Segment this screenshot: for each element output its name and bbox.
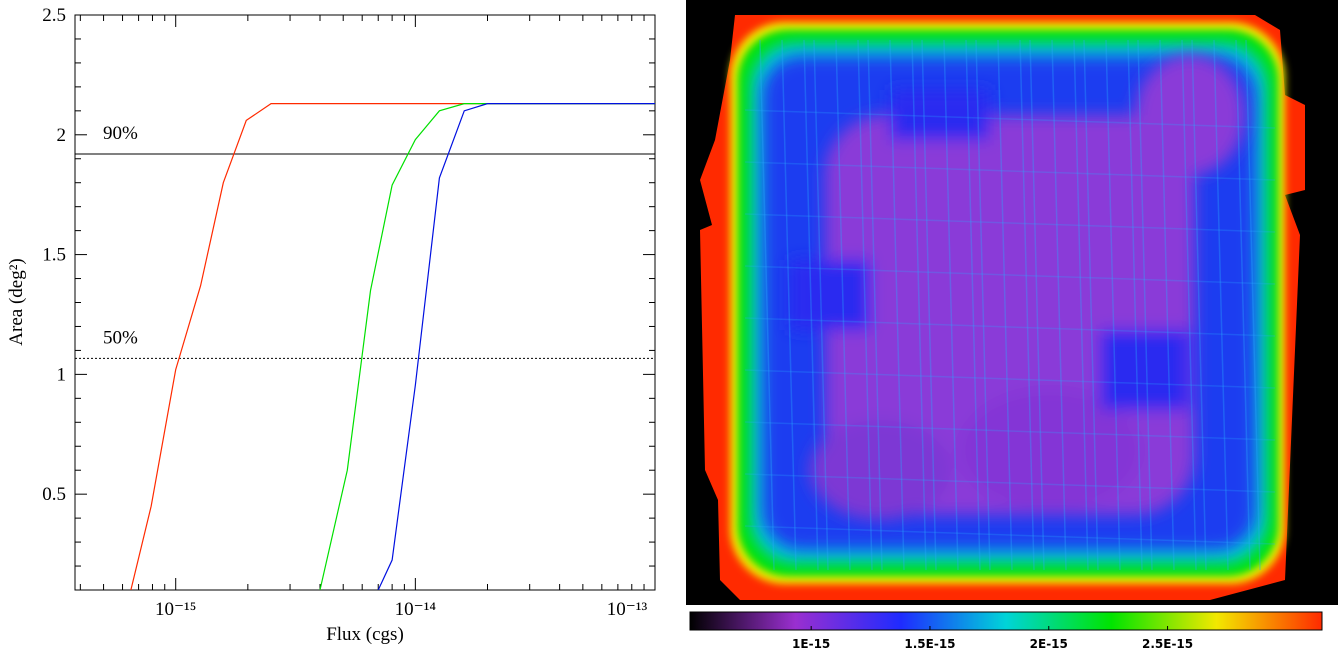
reference-label: 90% <box>103 123 138 144</box>
map-streak <box>867 39 883 571</box>
map-streak <box>835 39 851 571</box>
sensitivity-map <box>686 0 1338 605</box>
map-streak <box>744 421 1276 441</box>
plot: 10⁻¹⁵ 10⁻¹⁴ 10⁻¹³ 0.5 1 1.5 2 2.5 90% 50% <box>42 5 656 620</box>
map-streak <box>889 39 905 571</box>
map-streak <box>921 39 937 571</box>
map-streak <box>803 39 819 571</box>
map-streak <box>1105 39 1121 571</box>
map-streak <box>965 39 981 571</box>
map-streak <box>744 473 1276 493</box>
map-streak <box>1051 39 1067 571</box>
map-deep-zones <box>790 55 1245 520</box>
map-streak <box>943 39 959 571</box>
map-streak <box>911 39 927 571</box>
map-streak <box>1029 39 1045 571</box>
map-streaks <box>744 39 1276 571</box>
map-streak <box>1245 39 1261 571</box>
curve <box>319 103 655 590</box>
curve <box>130 103 655 590</box>
map-streak <box>997 39 1013 571</box>
y-tick-label: 0.5 <box>42 484 66 505</box>
map-streak <box>975 39 991 571</box>
map-streak <box>744 525 1276 545</box>
map-streak <box>744 109 1276 129</box>
map-streak <box>744 213 1276 233</box>
y-axis-label: Area (deg²) <box>6 258 27 345</box>
map-streak <box>1235 39 1251 571</box>
map-streak <box>1019 39 1035 571</box>
map-streak <box>1073 39 1089 571</box>
x-tick-label: 10⁻¹⁵ <box>155 599 196 620</box>
map-streak <box>759 39 775 571</box>
colorbar-tick-label: 2.5E-15 <box>1142 637 1193 651</box>
colorbar-tick-label: 2E-15 <box>1030 637 1068 651</box>
colorbar-tick-label: 1E-15 <box>792 637 830 651</box>
map-streak <box>744 369 1276 389</box>
map-streak <box>1083 39 1099 571</box>
reference-label: 50% <box>103 327 138 348</box>
map-streak <box>781 39 797 571</box>
curves <box>130 103 655 590</box>
map-streak <box>1127 39 1143 571</box>
map-streak <box>1159 39 1175 571</box>
plot-frame <box>74 14 656 591</box>
x-axis-label: Flux (cgs) <box>326 624 404 645</box>
map-streak <box>857 39 873 571</box>
colorbar-tick-label: 1.5E-15 <box>904 637 955 651</box>
colorbar-scale <box>689 611 1323 631</box>
map-streak <box>744 317 1276 337</box>
map-streak <box>813 39 829 571</box>
map-streak <box>744 161 1276 181</box>
x-tick-label: 10⁻¹³ <box>607 599 648 620</box>
y-tick-label: 2.5 <box>42 5 66 26</box>
y-tick-label: 1 <box>57 364 67 385</box>
map-streak <box>1213 39 1229 571</box>
colorbar: 1E-15 1.5E-15 2E-15 2.5E-15 <box>689 611 1323 651</box>
map-streak <box>1137 39 1153 571</box>
curve <box>377 103 655 590</box>
x-tick-label: 10⁻¹⁴ <box>395 599 437 620</box>
map-streak <box>1181 39 1197 571</box>
y-tick-label: 2 <box>57 125 67 146</box>
map-streak <box>744 265 1276 285</box>
map-streak <box>1191 39 1207 571</box>
y-tick-label: 1.5 <box>42 245 66 266</box>
